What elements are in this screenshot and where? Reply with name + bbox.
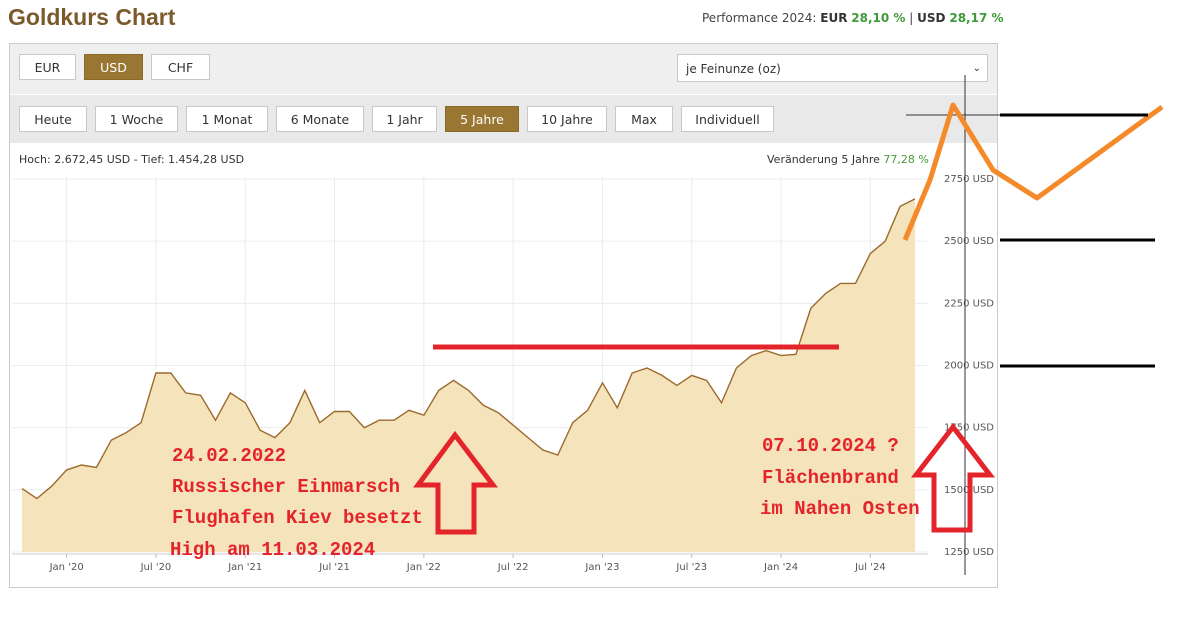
y-tick-label: 2000 USD xyxy=(944,361,994,372)
unit-select[interactable]: je Feinunze (oz) ⌄ xyxy=(677,54,988,82)
annotation: High am 11.03.2024 xyxy=(170,539,375,561)
arrow xyxy=(910,422,996,533)
panel xyxy=(9,43,998,588)
line xyxy=(21,198,916,500)
x-tick-label: Jul '23 xyxy=(675,562,707,573)
change: Veränderung 5 Jahre 77,28 % xyxy=(767,153,929,166)
y-tick-label: 2250 USD xyxy=(944,298,994,309)
high-low: Hoch: 2.672,45 USD - Tief: 1.454,28 USD xyxy=(19,153,245,166)
button[interactable]: 1 Woche xyxy=(95,106,178,132)
perf-eur: EUR xyxy=(820,11,848,25)
annotation: im Nahen Osten xyxy=(760,498,920,520)
annotation: Russischer Einmarsch xyxy=(172,476,400,498)
chevron: ⌄ xyxy=(972,63,981,74)
arrow xyxy=(413,430,499,535)
change-value: 77,28 % xyxy=(883,153,929,166)
y-tick-label: 1750 USD xyxy=(944,423,994,434)
perf-usd: USD xyxy=(917,11,946,25)
button[interactable]: 1 Jahr xyxy=(372,106,437,132)
change-label: Veränderung 5 Jahre xyxy=(767,153,880,166)
x-tick-label: Jul '20 xyxy=(140,562,172,573)
button[interactable]: Heute xyxy=(19,106,87,132)
x-tick-label: Jan '22 xyxy=(406,562,441,573)
button[interactable]: 1 Monat xyxy=(186,106,268,132)
x-tick-label: Jan '21 xyxy=(227,562,262,573)
x-tick-label: Jan '24 xyxy=(763,562,798,573)
button[interactable]: 6 Monate xyxy=(276,106,364,132)
x-tick-label: Jul '21 xyxy=(318,562,350,573)
x-tick-label: Jul '24 xyxy=(854,562,886,573)
annotation: Flughafen Kiev besetzt xyxy=(172,507,423,529)
button[interactable]: EUR xyxy=(19,54,76,80)
annotation: 07.10.2024 ? xyxy=(762,435,899,457)
y-tick-label: 2750 USD xyxy=(944,174,994,185)
area xyxy=(22,198,915,552)
x-tick-label: Jul '22 xyxy=(497,562,529,573)
button[interactable]: CHF xyxy=(151,54,210,80)
perf-eur-value: 28,10 % xyxy=(851,11,906,25)
page-title: Goldkurs Chart xyxy=(8,4,176,30)
unit-text: je Feinunze (oz) xyxy=(686,62,781,76)
button[interactable]: Individuell xyxy=(681,106,774,132)
perf-sep: | xyxy=(909,11,914,25)
forecast-line xyxy=(902,102,1164,241)
annotation: Flächenbrand xyxy=(762,467,899,489)
x-tick-label: Jan '23 xyxy=(584,562,619,573)
performance: Performance 2024: EUR 28,10 % | USD 28,1… xyxy=(702,11,1004,25)
button[interactable]: 10 Jahre xyxy=(527,106,607,132)
button[interactable]: USD xyxy=(84,54,143,80)
annotation: 24.02.2022 xyxy=(172,445,286,467)
y-tick-label: 2500 USD xyxy=(944,236,994,247)
y-tick-label: 1250 USD xyxy=(944,547,994,558)
annotations: 24.02.2022 Russischer Einmarsch Flughafen … xyxy=(170,75,1164,575)
button[interactable]: Max xyxy=(615,106,673,132)
perf-usd-value: 28,17 % xyxy=(949,11,1004,25)
button[interactable]: 5 Jahre xyxy=(445,106,519,132)
x-tick-label: Jan '20 xyxy=(49,562,84,573)
perf-label: Performance 2024: xyxy=(702,11,817,25)
